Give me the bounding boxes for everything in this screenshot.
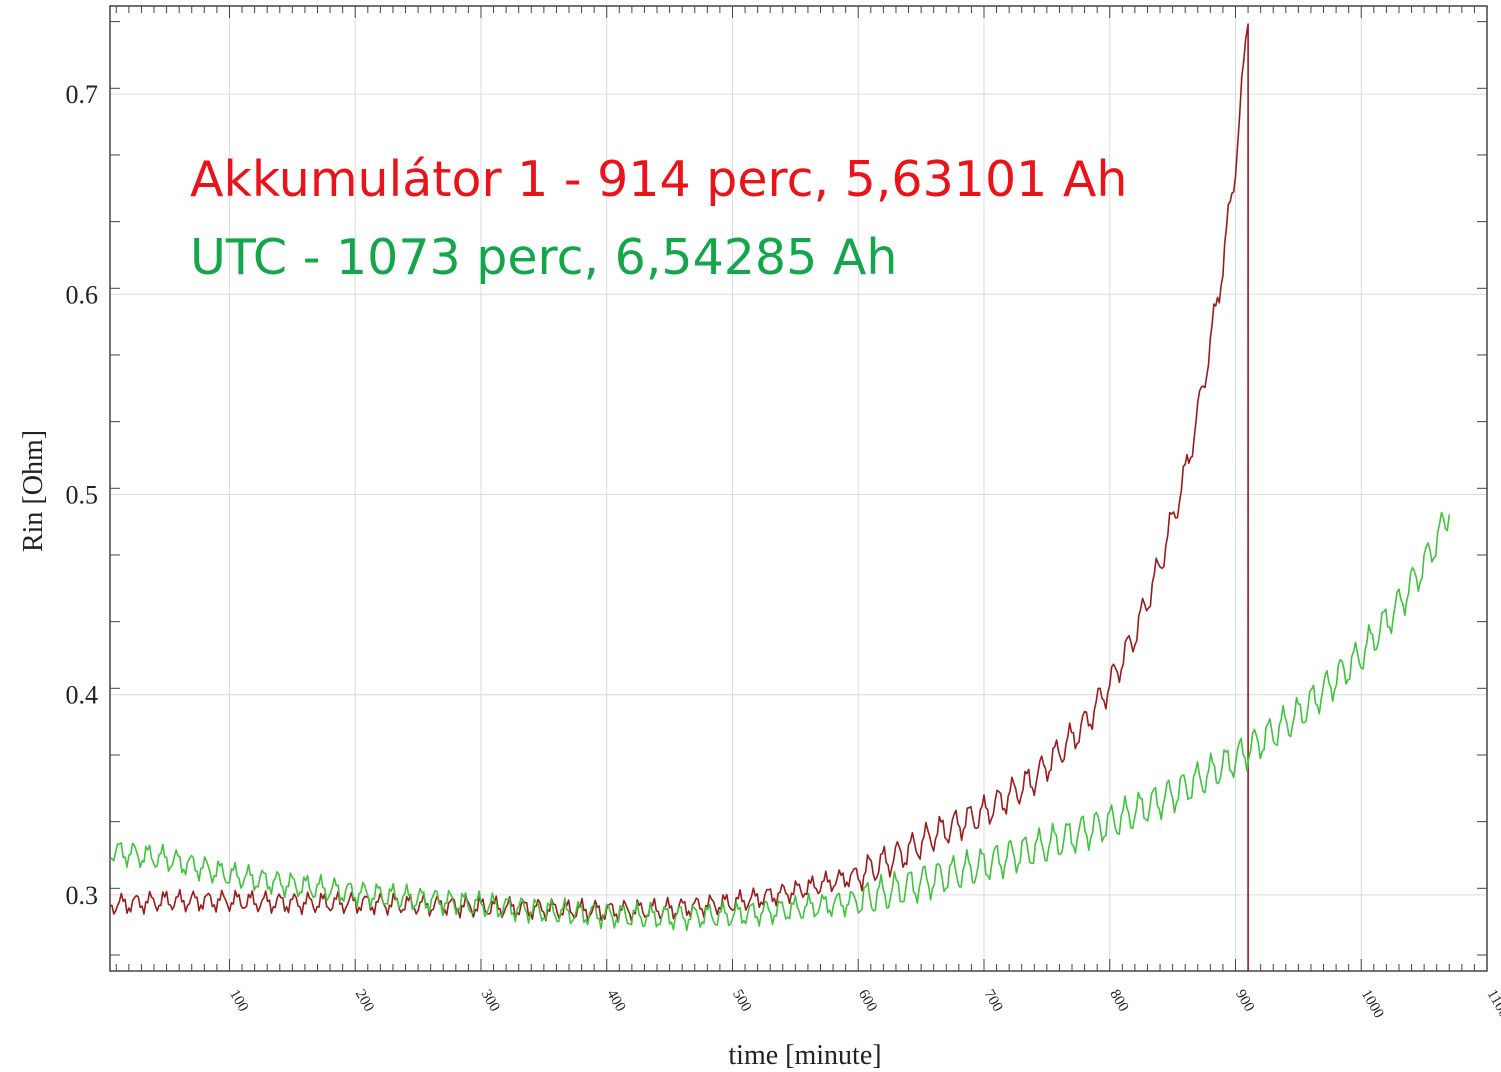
- series-line-utc: [109, 511, 1451, 932]
- series-lines: [109, 23, 1451, 971]
- x-tick-label: 900: [1232, 987, 1257, 1014]
- y-tick-label: 0.6: [66, 280, 99, 309]
- x-tick-label: 700: [981, 987, 1006, 1014]
- y-axis-label: Rin [Ohm]: [18, 430, 49, 552]
- x-tick-label: 400: [603, 987, 628, 1014]
- annotation-utc: UTC - 1073 perc, 6,54285 Ah: [190, 229, 897, 286]
- y-tick-label: 0.7: [66, 80, 99, 109]
- x-tick-label: 500: [729, 987, 754, 1014]
- series-line-akkumulator: [110, 23, 1249, 971]
- x-tick-label: 800: [1106, 987, 1131, 1014]
- y-tick-label: 0.4: [66, 681, 99, 710]
- x-tick-label: 1000: [1358, 987, 1387, 1021]
- x-tick-label: 100: [226, 987, 251, 1014]
- x-tick-label: 600: [855, 987, 880, 1014]
- y-tick-label: 0.3: [66, 881, 99, 910]
- x-axis-label: time [minute]: [728, 1040, 881, 1071]
- axis-ticks: [110, 6, 1488, 971]
- x-tick-label: 1100: [1484, 987, 1501, 1021]
- annotation-akkumulator: Akkumulátor 1 - 914 perc, 5,63101 Ah: [190, 151, 1127, 208]
- y-tick-label: 0.5: [66, 481, 99, 510]
- x-tick-label: 300: [478, 987, 503, 1014]
- x-tick-label: 200: [352, 987, 377, 1014]
- tick-labels: 0.3 0.4 0.5 0.6 0.7 100 200 300 400 500 600 700 800 9…: [66, 80, 1501, 1021]
